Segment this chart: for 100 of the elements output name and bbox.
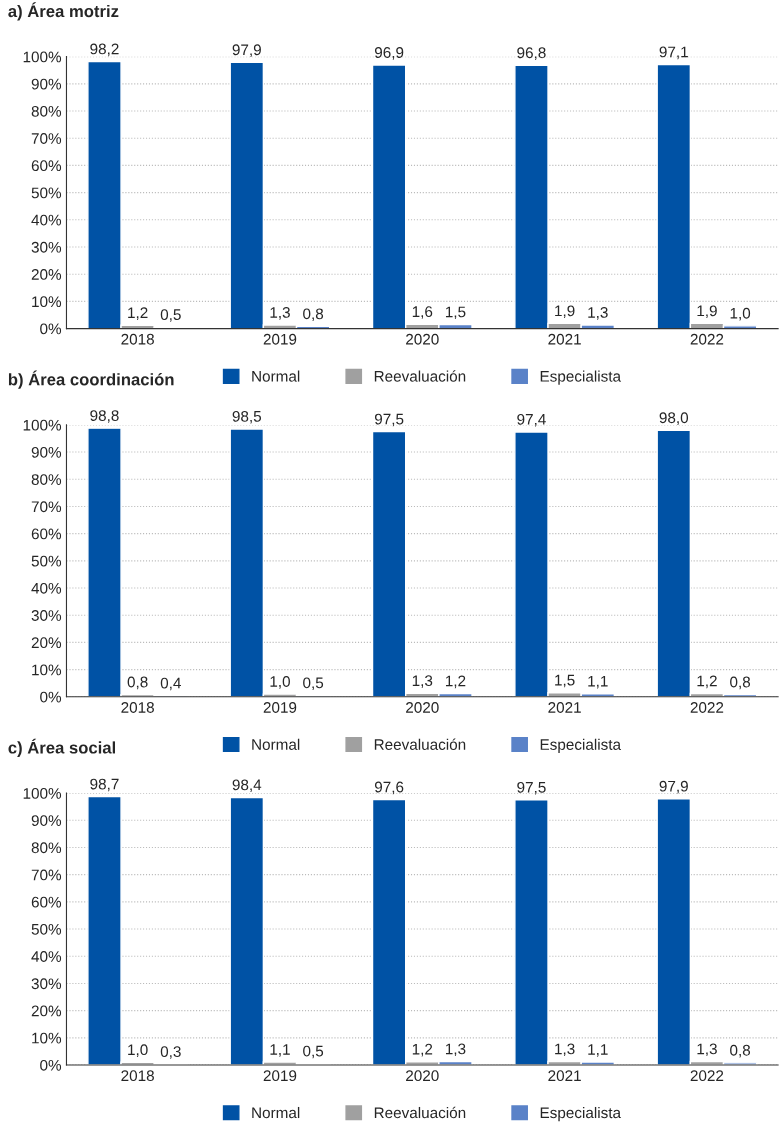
data-label: 98,0 [659, 412, 689, 425]
y-tick-label: 40% [31, 951, 62, 962]
legend-label: Especialista [540, 1106, 622, 1122]
chart-title: a) Área motriz [8, 2, 119, 21]
y-tick-label: 70% [31, 501, 62, 513]
legend-label: Normal [252, 738, 300, 750]
y-tick-label: 10% [32, 296, 62, 308]
data-label: 0,8 [127, 676, 148, 690]
x-tick-label: 2022 [690, 333, 724, 345]
y-tick-label: 80% [31, 105, 62, 117]
data-label: 1,2 [445, 675, 466, 689]
data-label: 98,7 [90, 778, 119, 792]
y-tick-label: 10% [32, 1032, 62, 1044]
data-label: 1,2 [412, 1043, 433, 1057]
data-label: 1,3 [588, 307, 608, 320]
legend-label: Reevaluación [374, 738, 466, 750]
y-tick-label: 40% [31, 582, 62, 594]
data-label: 1,0 [270, 676, 290, 689]
legend-label: Especialista [540, 370, 622, 385]
y-tick-label: 40% [31, 214, 62, 226]
data-label: 1,3 [270, 307, 290, 320]
legend-label: Especialista [540, 738, 622, 753]
y-tick-label: 100% [23, 787, 62, 799]
data-label: 1,0 [730, 307, 751, 321]
data-label: 97,1 [659, 46, 688, 60]
y-tick-label: 30% [31, 241, 62, 253]
x-tick-label: 2021 [548, 1070, 581, 1082]
data-label: 1,1 [588, 675, 608, 689]
x-tick-label: 2022 [690, 1070, 724, 1082]
y-tick-label: 70% [31, 133, 62, 144]
chart-title: b) Área coordinación [8, 370, 174, 389]
data-label: 0,5 [160, 309, 181, 322]
y-tick-label: 80% [31, 842, 62, 854]
data-label: 1,3 [697, 1043, 717, 1057]
x-tick-label: 2020 [406, 1070, 439, 1082]
y-tick-label: 70% [31, 869, 62, 881]
y-tick-label: 0% [40, 1059, 62, 1071]
y-tick-label: 0% [40, 691, 62, 703]
y-tick-label: 60% [31, 160, 62, 172]
x-tick-label: 2020 [406, 333, 439, 345]
y-tick-label: 0% [40, 323, 62, 335]
y-tick-label: 90% [31, 446, 62, 458]
y-tick-label: 10% [32, 664, 62, 676]
y-tick-label: 20% [31, 1005, 62, 1017]
data-label: 0,5 [303, 1045, 324, 1059]
data-label: 98,4 [232, 779, 262, 793]
data-label: 96,9 [374, 47, 404, 60]
data-label: 97,5 [517, 781, 546, 795]
y-tick-label: 20% [31, 637, 62, 649]
y-tick-label: 30% [31, 610, 62, 621]
y-tick-label: 80% [31, 474, 62, 485]
data-label: 1,3 [412, 675, 433, 688]
data-label: 1,1 [270, 1044, 290, 1057]
data-label: 1,2 [697, 675, 717, 689]
data-label: 1,5 [445, 306, 466, 320]
data-label: 98,2 [90, 43, 119, 57]
x-tick-label: 2019 [263, 333, 297, 345]
x-tick-label: 2018 [121, 1070, 154, 1082]
data-label: 0,8 [730, 676, 751, 690]
chart-title: c) Área social [8, 738, 116, 757]
data-label: 0,5 [303, 677, 324, 691]
x-tick-label: 2019 [263, 702, 297, 713]
data-label: 1,5 [555, 674, 575, 688]
y-tick-label: 60% [31, 528, 62, 540]
data-label: 97,9 [659, 780, 688, 794]
data-label: 0,3 [160, 1046, 181, 1059]
x-tick-label: 2020 [406, 702, 439, 713]
data-label: 1,1 [588, 1044, 608, 1057]
x-tick-label: 2019 [263, 1070, 297, 1082]
data-label: 98,5 [232, 410, 262, 424]
data-label: 96,8 [517, 47, 546, 60]
y-tick-label: 50% [31, 187, 62, 199]
data-label: 97,5 [374, 413, 404, 427]
data-label: 0,4 [160, 677, 181, 691]
x-tick-label: 2018 [121, 702, 154, 713]
x-tick-label: 2022 [690, 702, 724, 713]
legend-label: Reevaluación [374, 1106, 466, 1119]
y-tick-label: 90% [31, 78, 62, 90]
x-tick-label: 2021 [548, 702, 581, 713]
y-tick-label: 30% [31, 978, 62, 990]
data-label: 1,3 [555, 1043, 575, 1057]
x-tick-label: 2018 [121, 333, 154, 345]
y-tick-label: 60% [31, 896, 62, 908]
y-tick-label: 50% [31, 555, 62, 567]
legend-label: Reevaluación [374, 370, 466, 382]
legend-label: Normal [252, 370, 300, 382]
data-label: 97,4 [517, 413, 546, 427]
y-tick-label: 50% [31, 923, 62, 935]
x-tick-label: 2021 [548, 333, 581, 345]
data-label: 0,8 [303, 308, 324, 322]
data-label: 0,8 [730, 1044, 751, 1058]
data-label: 1,3 [445, 1043, 466, 1057]
data-label: 97,9 [232, 44, 261, 57]
legend-label: Normal [252, 1106, 300, 1119]
y-tick-label: 20% [31, 269, 62, 280]
y-tick-label: 90% [31, 815, 62, 826]
data-label: 1,0 [128, 1044, 148, 1057]
data-label: 1,9 [697, 305, 717, 319]
data-label: 98,8 [90, 410, 119, 423]
y-tick-label: 100% [23, 51, 62, 63]
